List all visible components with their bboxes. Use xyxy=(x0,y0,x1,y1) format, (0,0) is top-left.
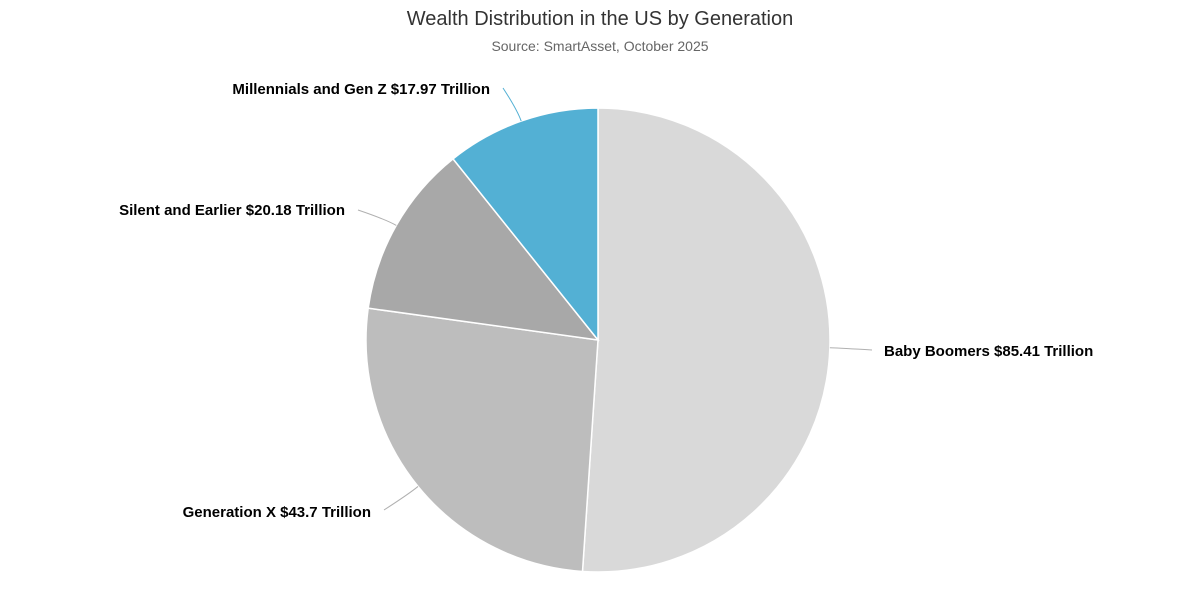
label-generation-x: Generation X $43.7 Trillion xyxy=(183,504,371,521)
connector-baby-boomers xyxy=(829,347,873,351)
pie-slice-generation-x[interactable] xyxy=(365,307,599,573)
label-millennials-and-gen-z: Millennials and Gen Z $17.97 Trillion xyxy=(232,81,490,98)
connector-generation-x xyxy=(383,486,419,511)
slice-labels: Baby Boomers $85.41 Trillion Generation X… xyxy=(119,81,1093,521)
connector-millennials-and-gen-z xyxy=(502,87,522,122)
pie-slice-baby-boomers[interactable] xyxy=(581,107,831,573)
connector-silent-and-earlier xyxy=(357,209,397,226)
label-baby-boomers: Baby Boomers $85.41 Trillion xyxy=(884,343,1093,360)
label-connectors xyxy=(357,87,873,511)
chart-subtitle: Source: SmartAsset, October 2025 xyxy=(491,38,709,54)
label-silent-and-earlier: Silent and Earlier $20.18 Trillion xyxy=(119,202,345,219)
pie-slices xyxy=(365,107,831,573)
chart-title: Wealth Distribution in the US by Generat… xyxy=(406,8,794,30)
pie-slice-millennials-and-gen-z[interactable] xyxy=(451,107,599,343)
